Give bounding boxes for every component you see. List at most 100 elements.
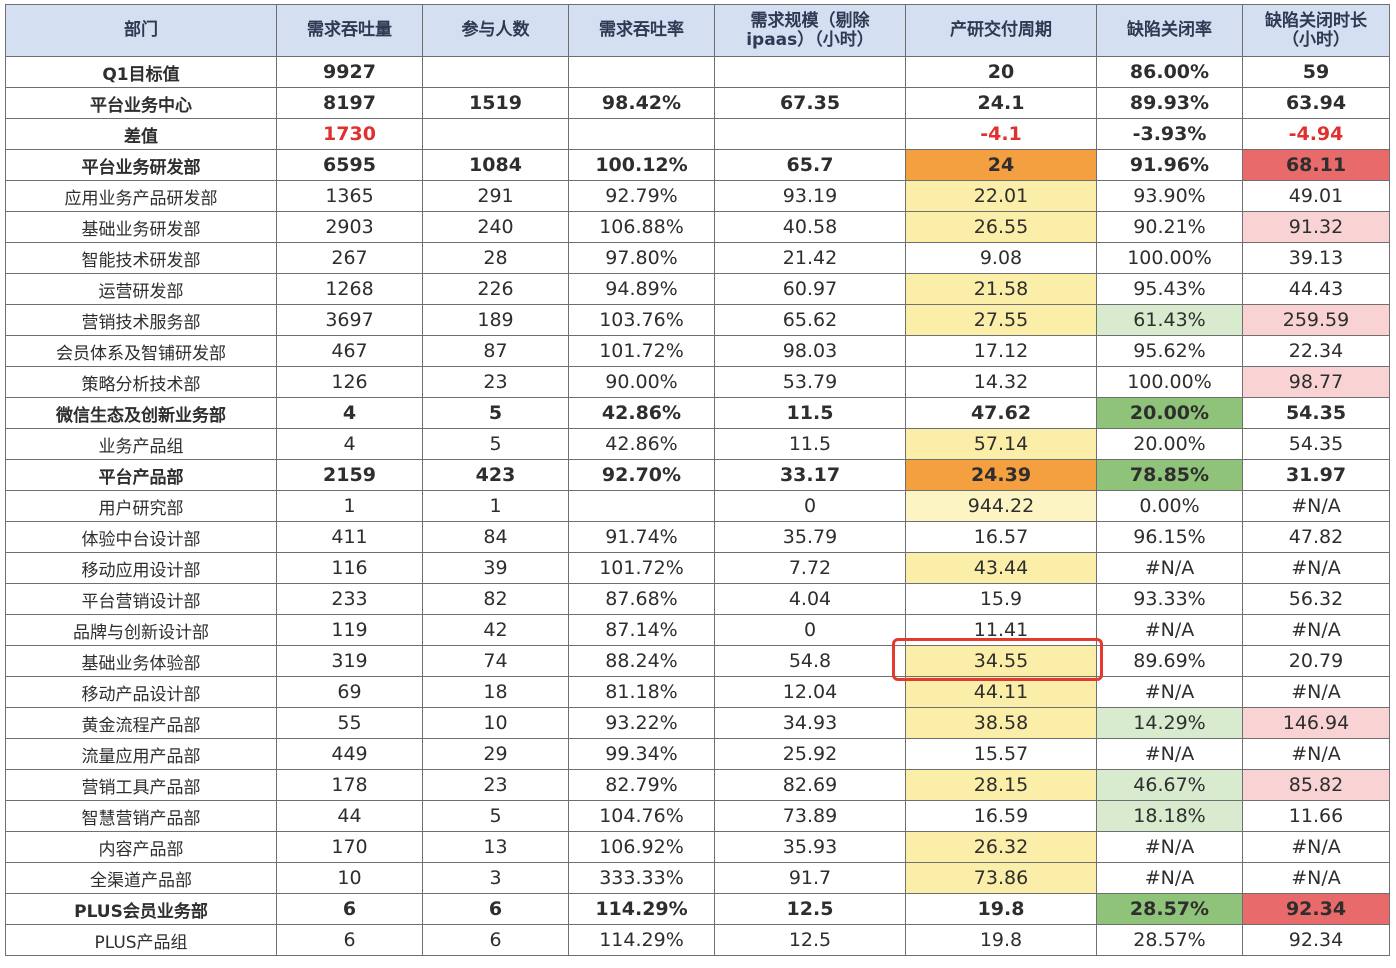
cell-delivery-cycle[interactable]: 26.32 (905, 831, 1097, 863)
cell-demand-throughput[interactable]: 233 (276, 583, 423, 615)
cell-defect-close-rate[interactable]: #N/A (1096, 676, 1243, 708)
cell-defect-close-duration[interactable]: 56.32 (1242, 583, 1390, 615)
cell-defect-close-duration[interactable]: -4.94 (1242, 118, 1390, 150)
cell-defect-close-rate[interactable]: #N/A (1096, 552, 1243, 584)
cell-department[interactable]: PLUS产品组 (5, 924, 277, 956)
cell-throughput-rate[interactable]: 88.24% (568, 645, 715, 677)
cell-department[interactable]: 平台营销设计部 (5, 583, 277, 615)
cell-delivery-cycle[interactable]: 944.22 (905, 490, 1097, 522)
cell-department[interactable]: 营销工具产品部 (5, 769, 277, 801)
cell-defect-close-rate[interactable]: #N/A (1096, 738, 1243, 770)
cell-demand-throughput[interactable]: 4 (276, 397, 423, 429)
cell-defect-close-duration[interactable]: 59 (1242, 56, 1390, 88)
cell-defect-close-duration[interactable]: 68.11 (1242, 149, 1390, 181)
cell-delivery-cycle[interactable]: 24 (905, 149, 1097, 181)
cell-defect-close-duration[interactable]: 91.32 (1242, 211, 1390, 243)
cell-throughput-rate[interactable]: 93.22% (568, 707, 715, 739)
cell-demand-scale[interactable]: 73.89 (714, 800, 906, 832)
cell-throughput-rate[interactable]: 87.68% (568, 583, 715, 615)
cell-delivery-cycle[interactable]: 34.55 (905, 645, 1097, 677)
header-demand-scale[interactable]: 需求规模（剔除 ipaas）（小时） (714, 4, 906, 57)
cell-defect-close-duration[interactable]: 98.77 (1242, 366, 1390, 398)
cell-defect-close-rate[interactable]: 0.00% (1096, 490, 1243, 522)
cell-participants[interactable]: 23 (422, 366, 569, 398)
cell-demand-scale[interactable]: 12.5 (714, 924, 906, 956)
cell-participants[interactable]: 189 (422, 304, 569, 336)
cell-defect-close-rate[interactable]: 100.00% (1096, 366, 1243, 398)
cell-demand-scale[interactable]: 12.5 (714, 893, 906, 925)
cell-delivery-cycle[interactable]: 9.08 (905, 242, 1097, 274)
cell-demand-scale[interactable]: 0 (714, 490, 906, 522)
cell-demand-scale[interactable]: 82.69 (714, 769, 906, 801)
cell-department[interactable]: 智慧营销产品部 (5, 800, 277, 832)
cell-delivery-cycle[interactable]: 24.1 (905, 87, 1097, 119)
cell-defect-close-rate[interactable]: #N/A (1096, 862, 1243, 894)
cell-department[interactable]: 应用业务产品研发部 (5, 180, 277, 212)
cell-participants[interactable]: 5 (422, 800, 569, 832)
cell-department[interactable]: 体验中台设计部 (5, 521, 277, 553)
cell-throughput-rate[interactable]: 94.89% (568, 273, 715, 305)
cell-participants[interactable]: 84 (422, 521, 569, 553)
cell-defect-close-duration[interactable]: 54.35 (1242, 397, 1390, 429)
cell-delivery-cycle[interactable]: 20 (905, 56, 1097, 88)
cell-defect-close-duration[interactable]: 22.34 (1242, 335, 1390, 367)
cell-throughput-rate[interactable]: 92.70% (568, 459, 715, 491)
cell-throughput-rate[interactable]: 42.86% (568, 397, 715, 429)
cell-demand-scale[interactable]: 65.62 (714, 304, 906, 336)
cell-department[interactable]: 运营研发部 (5, 273, 277, 305)
cell-demand-scale[interactable]: 4.04 (714, 583, 906, 615)
cell-demand-scale[interactable]: 98.03 (714, 335, 906, 367)
cell-defect-close-rate[interactable]: #N/A (1096, 614, 1243, 646)
cell-throughput-rate[interactable]: 82.79% (568, 769, 715, 801)
cell-department[interactable]: 黄金流程产品部 (5, 707, 277, 739)
cell-defect-close-rate[interactable]: -3.93% (1096, 118, 1243, 150)
cell-participants[interactable]: 6 (422, 924, 569, 956)
cell-department[interactable]: 内容产品部 (5, 831, 277, 863)
cell-participants[interactable]: 74 (422, 645, 569, 677)
cell-defect-close-duration[interactable]: #N/A (1242, 738, 1390, 770)
cell-demand-scale[interactable]: 33.17 (714, 459, 906, 491)
cell-defect-close-rate[interactable]: 78.85% (1096, 459, 1243, 491)
cell-defect-close-duration[interactable]: #N/A (1242, 490, 1390, 522)
cell-throughput-rate[interactable]: 81.18% (568, 676, 715, 708)
cell-throughput-rate[interactable]: 333.33% (568, 862, 715, 894)
cell-defect-close-rate[interactable]: 100.00% (1096, 242, 1243, 274)
cell-participants[interactable]: 1 (422, 490, 569, 522)
cell-department[interactable]: 移动产品设计部 (5, 676, 277, 708)
cell-demand-throughput[interactable]: 9927 (276, 56, 423, 88)
cell-throughput-rate[interactable]: 101.72% (568, 552, 715, 584)
cell-defect-close-duration[interactable]: 39.13 (1242, 242, 1390, 274)
cell-defect-close-duration[interactable]: #N/A (1242, 614, 1390, 646)
cell-participants[interactable]: 6 (422, 893, 569, 925)
cell-demand-throughput[interactable]: 44 (276, 800, 423, 832)
cell-throughput-rate[interactable] (568, 56, 715, 88)
cell-participants[interactable]: 42 (422, 614, 569, 646)
cell-department[interactable]: 用户研究部 (5, 490, 277, 522)
header-defect-close-rate[interactable]: 缺陷关闭率 (1096, 4, 1243, 57)
cell-delivery-cycle[interactable]: 17.12 (905, 335, 1097, 367)
cell-defect-close-rate[interactable]: 18.18% (1096, 800, 1243, 832)
cell-defect-close-duration[interactable]: #N/A (1242, 862, 1390, 894)
cell-demand-throughput[interactable]: 6 (276, 924, 423, 956)
cell-department[interactable]: 平台产品部 (5, 459, 277, 491)
cell-delivery-cycle[interactable]: 16.57 (905, 521, 1097, 553)
cell-demand-throughput[interactable]: 2159 (276, 459, 423, 491)
cell-demand-throughput[interactable]: 55 (276, 707, 423, 739)
cell-demand-scale[interactable]: 21.42 (714, 242, 906, 274)
cell-demand-throughput[interactable]: 319 (276, 645, 423, 677)
cell-throughput-rate[interactable]: 91.74% (568, 521, 715, 553)
cell-demand-throughput[interactable]: 467 (276, 335, 423, 367)
cell-demand-throughput[interactable]: 6595 (276, 149, 423, 181)
cell-demand-throughput[interactable]: 8197 (276, 87, 423, 119)
cell-delivery-cycle[interactable]: 57.14 (905, 428, 1097, 460)
cell-demand-scale[interactable]: 11.5 (714, 397, 906, 429)
cell-demand-scale[interactable]: 7.72 (714, 552, 906, 584)
cell-defect-close-rate[interactable]: 91.96% (1096, 149, 1243, 181)
cell-defect-close-rate[interactable]: 86.00% (1096, 56, 1243, 88)
cell-participants[interactable]: 10 (422, 707, 569, 739)
cell-demand-scale[interactable]: 11.5 (714, 428, 906, 460)
cell-participants[interactable]: 82 (422, 583, 569, 615)
cell-department[interactable]: 流量应用产品部 (5, 738, 277, 770)
cell-throughput-rate[interactable]: 104.76% (568, 800, 715, 832)
cell-defect-close-duration[interactable]: 63.94 (1242, 87, 1390, 119)
